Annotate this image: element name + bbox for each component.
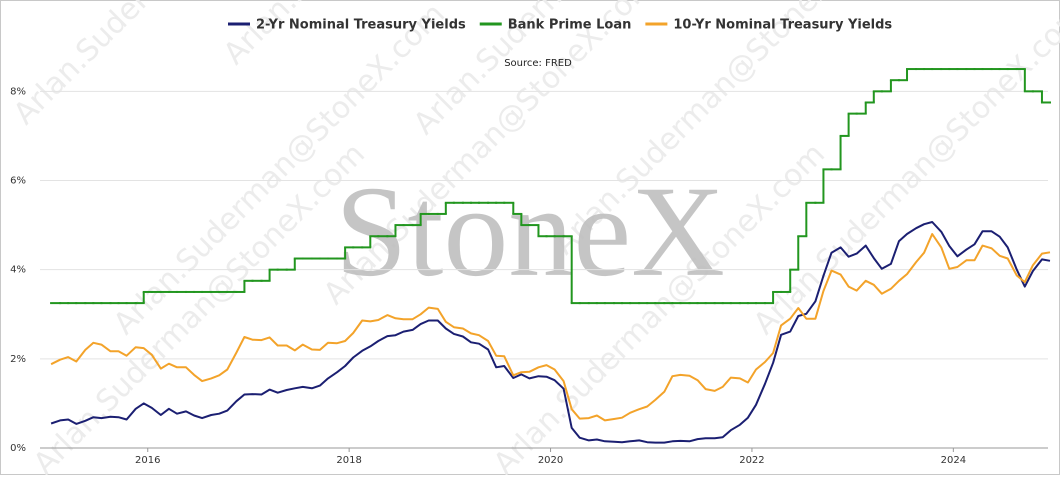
x-tick-label: 2016 [135, 455, 160, 466]
series-line [50, 233, 1051, 422]
watermark-logo: StoneX [335, 160, 725, 304]
x-tick-label: 2020 [538, 455, 563, 466]
x-tick-label: 2024 [941, 455, 966, 466]
y-tick-label: 0% [10, 443, 26, 454]
chart-subtitle: Source: FRED [504, 58, 572, 69]
legend-label: 2-Yr Nominal Treasury Yields [256, 18, 466, 33]
series-line [50, 221, 1051, 444]
legend-label: 10-Yr Nominal Treasury Yields [673, 18, 892, 33]
x-tick-label: 2018 [336, 455, 361, 466]
y-tick-label: 2% [10, 354, 26, 365]
legend: 2-Yr Nominal Treasury Yields Bank Prime L… [228, 18, 892, 33]
y-tick-label: 8% [10, 86, 26, 97]
y-tick-label: 6% [10, 176, 26, 187]
y-tick-label: 4% [10, 265, 26, 276]
x-tick-label: 2022 [739, 455, 764, 466]
legend-label: Bank Prime Loan [508, 18, 632, 33]
